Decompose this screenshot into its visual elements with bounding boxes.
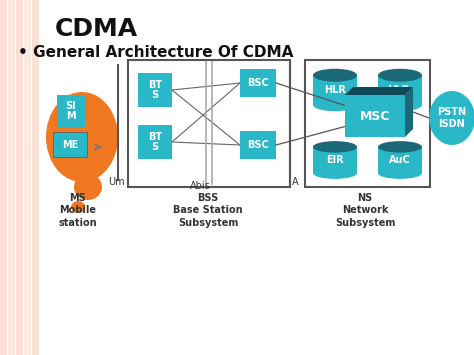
- Bar: [305, 60, 430, 187]
- Text: MSC: MSC: [360, 109, 390, 122]
- Ellipse shape: [74, 174, 102, 200]
- Bar: [32, 0, 39, 355]
- Bar: [313, 75, 357, 105]
- Bar: [138, 125, 172, 159]
- Text: BSC: BSC: [247, 140, 269, 150]
- Ellipse shape: [71, 201, 85, 213]
- Bar: [313, 147, 357, 173]
- Text: CDMA: CDMA: [55, 17, 138, 41]
- Bar: [16, 0, 23, 355]
- Ellipse shape: [378, 141, 422, 153]
- Bar: [378, 75, 422, 105]
- Text: AuC: AuC: [389, 155, 411, 165]
- Text: VLR: VLR: [389, 85, 410, 95]
- Ellipse shape: [313, 141, 357, 153]
- Text: Um: Um: [108, 177, 125, 187]
- Bar: [0, 0, 7, 355]
- Text: BT
S: BT S: [148, 80, 162, 100]
- Bar: [240, 131, 276, 159]
- Text: HLR: HLR: [324, 85, 346, 95]
- Text: A: A: [292, 177, 299, 187]
- Bar: [24, 0, 31, 355]
- Ellipse shape: [46, 92, 118, 182]
- Ellipse shape: [89, 149, 103, 161]
- Text: PSTN
ISDN: PSTN ISDN: [438, 107, 466, 129]
- Ellipse shape: [313, 69, 357, 82]
- Text: ME: ME: [62, 140, 78, 150]
- Text: Abis: Abis: [190, 181, 211, 191]
- Text: BT
S: BT S: [148, 132, 162, 152]
- Polygon shape: [405, 87, 413, 137]
- Text: MS
Mobile
station: MS Mobile station: [59, 193, 97, 228]
- Bar: [128, 60, 290, 187]
- Text: EIR: EIR: [326, 155, 344, 165]
- Polygon shape: [345, 87, 413, 95]
- Text: NS
Network
Subsystem: NS Network Subsystem: [335, 193, 395, 228]
- Ellipse shape: [429, 91, 474, 145]
- Ellipse shape: [378, 69, 422, 82]
- Ellipse shape: [313, 98, 357, 111]
- Text: • General Architecture Of CDMA: • General Architecture Of CDMA: [18, 45, 293, 60]
- Bar: [57, 95, 85, 127]
- Ellipse shape: [378, 98, 422, 111]
- Bar: [53, 132, 87, 157]
- Text: SI
M: SI M: [66, 100, 76, 121]
- Bar: [240, 69, 276, 97]
- Ellipse shape: [378, 167, 422, 179]
- Bar: [8, 0, 15, 355]
- Text: BSC: BSC: [247, 78, 269, 88]
- Ellipse shape: [313, 167, 357, 179]
- Bar: [138, 73, 172, 107]
- Bar: [345, 95, 405, 137]
- Text: BSS
Base Station
Subsystem: BSS Base Station Subsystem: [173, 193, 243, 228]
- Bar: [378, 147, 422, 173]
